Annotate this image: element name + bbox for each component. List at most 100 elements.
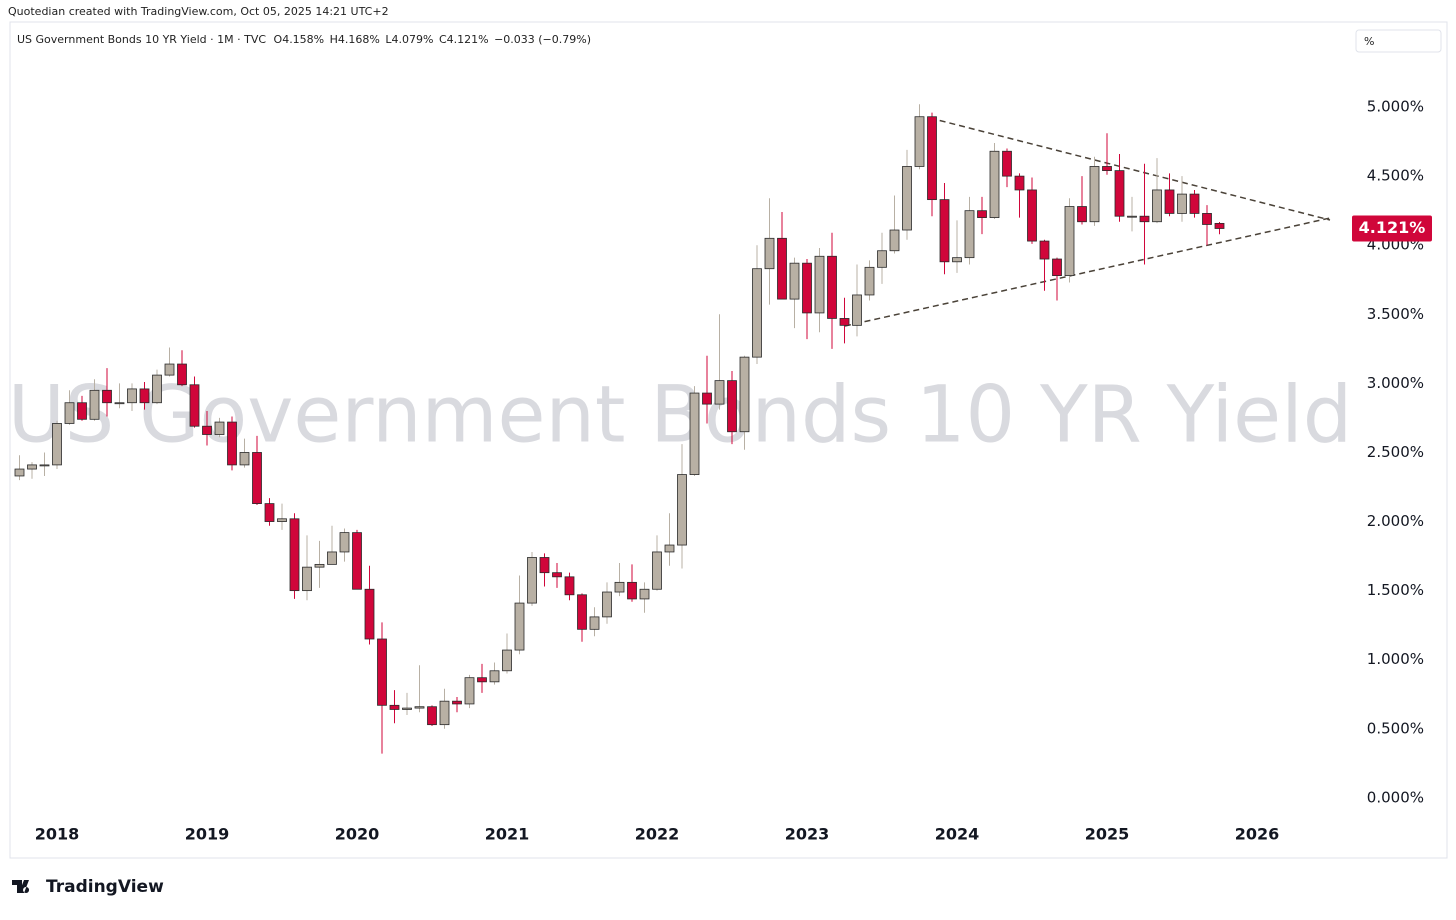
candle-body: [214, 421, 225, 435]
candle-body: [314, 563, 325, 568]
candle-body: [564, 576, 575, 596]
candle-body: [452, 700, 462, 705]
candle-body: [427, 706, 437, 726]
y-tick-label: 3.500%: [1367, 305, 1424, 323]
candle-body: [589, 616, 600, 630]
open: O4.158%: [274, 33, 325, 46]
candle-body: [689, 392, 700, 475]
y-tick-label: 5.000%: [1367, 98, 1424, 116]
candle-body: [814, 255, 825, 314]
candle-body: [727, 380, 737, 433]
candle-body: [1202, 213, 1212, 225]
candle-body: [77, 402, 87, 420]
y-tick-label: 2.500%: [1367, 443, 1424, 461]
candle-body: [627, 581, 637, 600]
candle-body: [514, 602, 525, 651]
candle-body: [702, 392, 712, 405]
candle-body: [302, 566, 312, 592]
y-tick-label: 4.500%: [1367, 167, 1424, 185]
candle-body: [764, 237, 775, 270]
candle-body: [89, 389, 100, 420]
candle-body: [752, 268, 762, 358]
candle-body: [664, 544, 675, 553]
x-tick-label: 2023: [785, 825, 830, 844]
candle-body: [414, 706, 425, 709]
candle-body: [277, 518, 287, 522]
scale-button-label: %: [1364, 35, 1374, 48]
scale-button[interactable]: [1355, 29, 1442, 53]
candle-body: [477, 677, 487, 683]
high: H4.168%: [330, 33, 380, 46]
candle-body: [802, 262, 812, 314]
candle-body: [977, 210, 987, 218]
y-tick-label: 1.500%: [1367, 581, 1424, 599]
x-tick-label: 2018: [35, 825, 80, 844]
candle-body: [202, 425, 212, 435]
candle-body: [577, 594, 587, 630]
candle-body: [852, 294, 862, 326]
candle-body: [339, 532, 350, 553]
candle-body: [677, 474, 687, 546]
candle-body: [777, 237, 787, 300]
credit: Quotedian created with TradingView.com, …: [8, 5, 389, 18]
candle-body: [264, 503, 275, 522]
last-price-box: [1352, 215, 1432, 242]
candle-body: [502, 649, 512, 672]
x-tick-label: 2024: [935, 825, 980, 844]
candle-body: [1014, 175, 1025, 191]
x-tick-label: 2025: [1085, 825, 1130, 844]
candle-body: [652, 551, 662, 590]
candle-body: [39, 464, 50, 467]
candle-body: [389, 704, 400, 710]
chart-frame: [9, 21, 1448, 859]
candle-body: [939, 199, 950, 263]
symbol: US Government Bonds 10 YR Yield · 1M · T…: [17, 33, 266, 46]
candle-body: [177, 363, 187, 386]
candle-body: [377, 638, 387, 706]
candle-body: [189, 384, 200, 427]
candle-body: [964, 210, 975, 259]
candle-body: [1039, 240, 1050, 260]
candle-body: [1127, 215, 1137, 218]
candle-body: [1102, 166, 1112, 172]
candle-body: [1027, 189, 1037, 242]
candle-body: [714, 380, 725, 405]
candle-body: [1164, 189, 1175, 214]
candle-body: [1139, 215, 1150, 223]
candle-body: [1114, 170, 1125, 217]
x-tick-label: 2019: [185, 825, 230, 844]
candle-body: [464, 677, 475, 705]
candle-body: [914, 116, 925, 167]
low: L4.079%: [385, 33, 433, 46]
y-tick-label: 1.000%: [1367, 650, 1424, 668]
candle-body: [1077, 206, 1087, 223]
x-tick-label: 2022: [635, 825, 680, 844]
candle-body: [889, 229, 900, 252]
candle-body: [639, 588, 650, 600]
candle-body: [602, 591, 612, 618]
candle-body: [127, 388, 137, 404]
trend-line-upper: [929, 117, 1331, 221]
candle-body: [989, 150, 1000, 218]
logo-text: TradingView: [46, 877, 164, 897]
candle-body: [927, 116, 937, 201]
x-tick-label: 2021: [485, 825, 530, 844]
logo-mark: [12, 880, 30, 893]
candle-body: [864, 266, 875, 296]
candle-body: [952, 257, 962, 263]
y-tick-label: 2.000%: [1367, 512, 1424, 530]
candle-body: [252, 452, 262, 504]
candle-body: [489, 670, 500, 683]
candle-body: [552, 572, 562, 578]
candle-body: [1152, 189, 1162, 223]
legend: US Government Bonds 10 YR Yield · 1M · T…: [17, 33, 591, 46]
candle-body: [364, 588, 375, 640]
candles: [14, 104, 1225, 754]
y-tick-label: 0.500%: [1367, 719, 1424, 737]
y-tick-label: 0.000%: [1367, 788, 1424, 806]
candle-body: [902, 166, 912, 231]
candle-body: [164, 363, 175, 376]
candle-body: [1189, 193, 1200, 214]
